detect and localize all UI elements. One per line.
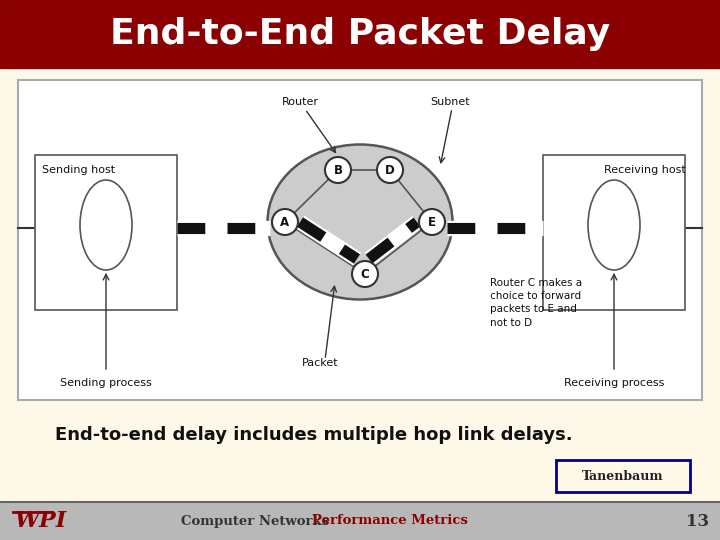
Circle shape	[377, 157, 403, 183]
Ellipse shape	[588, 180, 640, 270]
Text: A: A	[280, 215, 289, 228]
Text: C: C	[361, 267, 369, 280]
Bar	[543, 155, 685, 310]
Text: Receiving process: Receiving process	[564, 378, 664, 388]
Bar	[18, 80, 702, 400]
Text: Tanenbaum: Tanenbaum	[582, 469, 664, 483]
Text: Sending host: Sending host	[42, 165, 115, 175]
Bar	[0, 502, 720, 540]
Text: B: B	[333, 164, 343, 177]
Text: Packet: Packet	[302, 358, 338, 368]
Text: End-to-End Packet Delay: End-to-End Packet Delay	[110, 17, 610, 51]
Text: Subnet: Subnet	[430, 97, 470, 107]
Circle shape	[272, 209, 298, 235]
Bar	[35, 155, 177, 310]
Text: D: D	[385, 164, 395, 177]
Ellipse shape	[80, 180, 132, 270]
Circle shape	[325, 157, 351, 183]
Text: 13: 13	[686, 512, 710, 530]
Text: Router: Router	[282, 97, 318, 107]
Text: E: E	[428, 215, 436, 228]
Text: Computer Networks: Computer Networks	[181, 515, 329, 528]
Text: End-to-end delay includes multiple hop link delays.: End-to-end delay includes multiple hop l…	[55, 426, 572, 444]
Text: Performance Metrics: Performance Metrics	[312, 515, 468, 528]
Bar	[0, 0, 720, 68]
Ellipse shape	[268, 145, 452, 300]
FancyBboxPatch shape	[556, 460, 690, 492]
Text: Router C makes a
choice to forward
packets to E and
not to D: Router C makes a choice to forward packe…	[490, 278, 582, 328]
Text: Receiving host: Receiving host	[604, 165, 686, 175]
Circle shape	[419, 209, 445, 235]
Text: Sending process: Sending process	[60, 378, 152, 388]
Text: WPI: WPI	[15, 510, 67, 532]
Circle shape	[352, 261, 378, 287]
